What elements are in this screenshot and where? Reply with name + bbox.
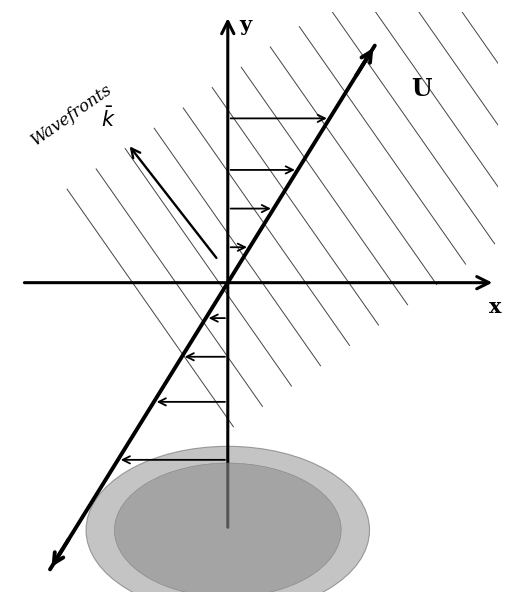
Text: U: U (411, 77, 432, 101)
Ellipse shape (86, 446, 370, 604)
Text: y: y (239, 15, 252, 35)
Text: Wavefronts: Wavefronts (28, 81, 115, 149)
Ellipse shape (114, 463, 341, 597)
Text: $\bar{k}$: $\bar{k}$ (101, 107, 116, 131)
Text: x: x (489, 297, 501, 317)
